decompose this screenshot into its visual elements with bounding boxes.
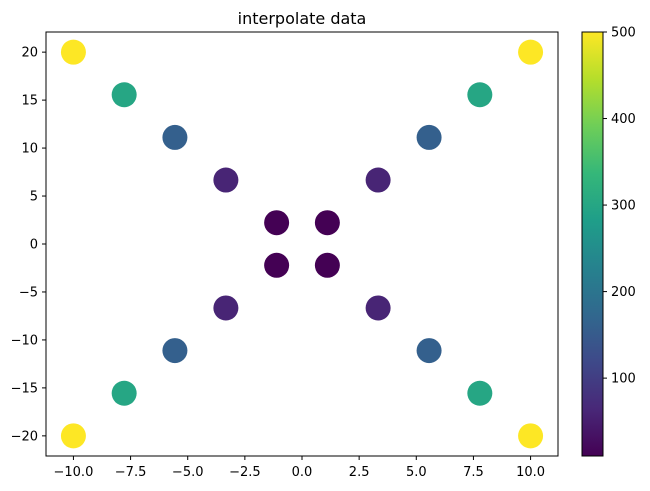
data-point <box>162 338 188 364</box>
y-tick-label: 20 <box>21 46 38 61</box>
data-point <box>467 380 493 406</box>
data-point <box>365 167 391 193</box>
colorbar-tick-label: 300 <box>611 199 636 214</box>
y-tick-label: −5 <box>19 285 38 300</box>
y-tick-label: 15 <box>21 94 38 109</box>
y-tick-label: −10 <box>11 333 38 348</box>
data-point <box>264 210 290 236</box>
x-tick-label: −10.0 <box>54 465 94 480</box>
x-tick-label: 10.0 <box>516 465 545 480</box>
data-point <box>518 39 544 65</box>
data-point <box>416 124 442 150</box>
x-tick-label: 5.0 <box>406 465 427 480</box>
colorbar-tick-label: 500 <box>611 26 636 41</box>
colorbar-tick-label: 200 <box>611 285 636 300</box>
x-tick-label: −5.0 <box>172 465 204 480</box>
colorbar-tick-label: 100 <box>611 372 636 387</box>
x-tick-label: 2.5 <box>349 465 370 480</box>
x-axis: −10.0 −7.5 −5.0 −2.5 0.0 2.5 5.0 7.5 10.0 <box>54 456 545 480</box>
y-tick-label: −15 <box>11 381 38 396</box>
colorbar-tick-label: 400 <box>611 112 636 127</box>
data-point <box>314 252 340 278</box>
data-point <box>60 423 86 449</box>
colorbar-axis: 100 200 300 400 500 <box>603 26 636 387</box>
data-point <box>111 380 137 406</box>
data-point <box>60 39 86 65</box>
y-tick-label: 10 <box>21 142 38 157</box>
data-point <box>314 210 340 236</box>
data-point <box>162 124 188 150</box>
x-tick-label: 7.5 <box>463 465 484 480</box>
x-tick-label: −7.5 <box>115 465 147 480</box>
x-tick-label: −2.5 <box>229 465 261 480</box>
data-point <box>111 82 137 108</box>
y-tick-label: 0 <box>30 238 38 253</box>
data-point <box>213 167 239 193</box>
data-point <box>518 423 544 449</box>
y-tick-label: −20 <box>11 429 38 444</box>
x-tick-label: 0.0 <box>292 465 313 480</box>
data-point <box>264 252 290 278</box>
chart-title: interpolate data <box>238 9 367 28</box>
points-layer <box>60 39 544 449</box>
data-point <box>416 338 442 364</box>
data-point <box>467 82 493 108</box>
colorbar-frame <box>581 31 604 457</box>
data-point <box>213 295 239 321</box>
y-axis: 20 15 10 5 0 −5 −10 −15 −20 <box>11 46 46 444</box>
colorbar-gradient <box>582 32 603 456</box>
y-tick-label: 5 <box>30 190 38 205</box>
data-point <box>365 295 391 321</box>
